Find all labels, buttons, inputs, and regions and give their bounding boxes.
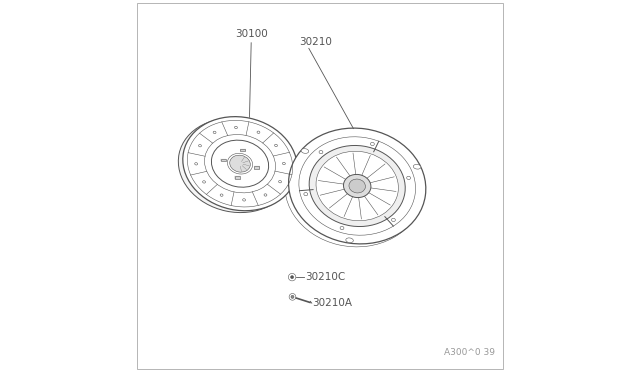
Ellipse shape: [340, 227, 344, 230]
Text: A300^0 39: A300^0 39: [444, 348, 495, 357]
Ellipse shape: [291, 276, 294, 279]
Ellipse shape: [349, 179, 365, 193]
Ellipse shape: [243, 199, 246, 201]
Ellipse shape: [203, 181, 205, 183]
Ellipse shape: [198, 145, 202, 147]
Ellipse shape: [230, 155, 250, 172]
Text: 30210C: 30210C: [305, 272, 346, 282]
Text: 30100: 30100: [235, 29, 268, 39]
Ellipse shape: [304, 192, 308, 196]
Ellipse shape: [289, 294, 296, 300]
Ellipse shape: [275, 144, 277, 147]
Ellipse shape: [234, 126, 237, 129]
Ellipse shape: [195, 163, 198, 165]
Ellipse shape: [211, 140, 269, 187]
Ellipse shape: [406, 176, 410, 180]
Ellipse shape: [183, 117, 297, 211]
Ellipse shape: [319, 150, 323, 154]
Ellipse shape: [344, 174, 371, 198]
Text: 30210: 30210: [300, 36, 332, 46]
Ellipse shape: [299, 137, 415, 235]
Ellipse shape: [346, 238, 353, 243]
Ellipse shape: [289, 273, 296, 281]
Ellipse shape: [371, 142, 374, 145]
Text: 30210A: 30210A: [312, 298, 353, 308]
Ellipse shape: [257, 131, 260, 134]
Ellipse shape: [282, 162, 285, 165]
Ellipse shape: [289, 128, 426, 244]
Ellipse shape: [316, 151, 398, 221]
Ellipse shape: [309, 145, 405, 227]
Ellipse shape: [205, 135, 275, 193]
FancyBboxPatch shape: [235, 176, 239, 179]
Ellipse shape: [278, 180, 282, 183]
FancyBboxPatch shape: [221, 159, 225, 161]
FancyBboxPatch shape: [255, 166, 259, 169]
Ellipse shape: [179, 119, 292, 212]
Ellipse shape: [413, 164, 421, 169]
Ellipse shape: [213, 131, 216, 134]
Ellipse shape: [291, 295, 294, 298]
Ellipse shape: [392, 218, 396, 222]
Ellipse shape: [301, 149, 308, 153]
Ellipse shape: [220, 194, 223, 196]
FancyBboxPatch shape: [241, 149, 245, 151]
FancyBboxPatch shape: [137, 3, 503, 369]
Ellipse shape: [264, 194, 267, 196]
